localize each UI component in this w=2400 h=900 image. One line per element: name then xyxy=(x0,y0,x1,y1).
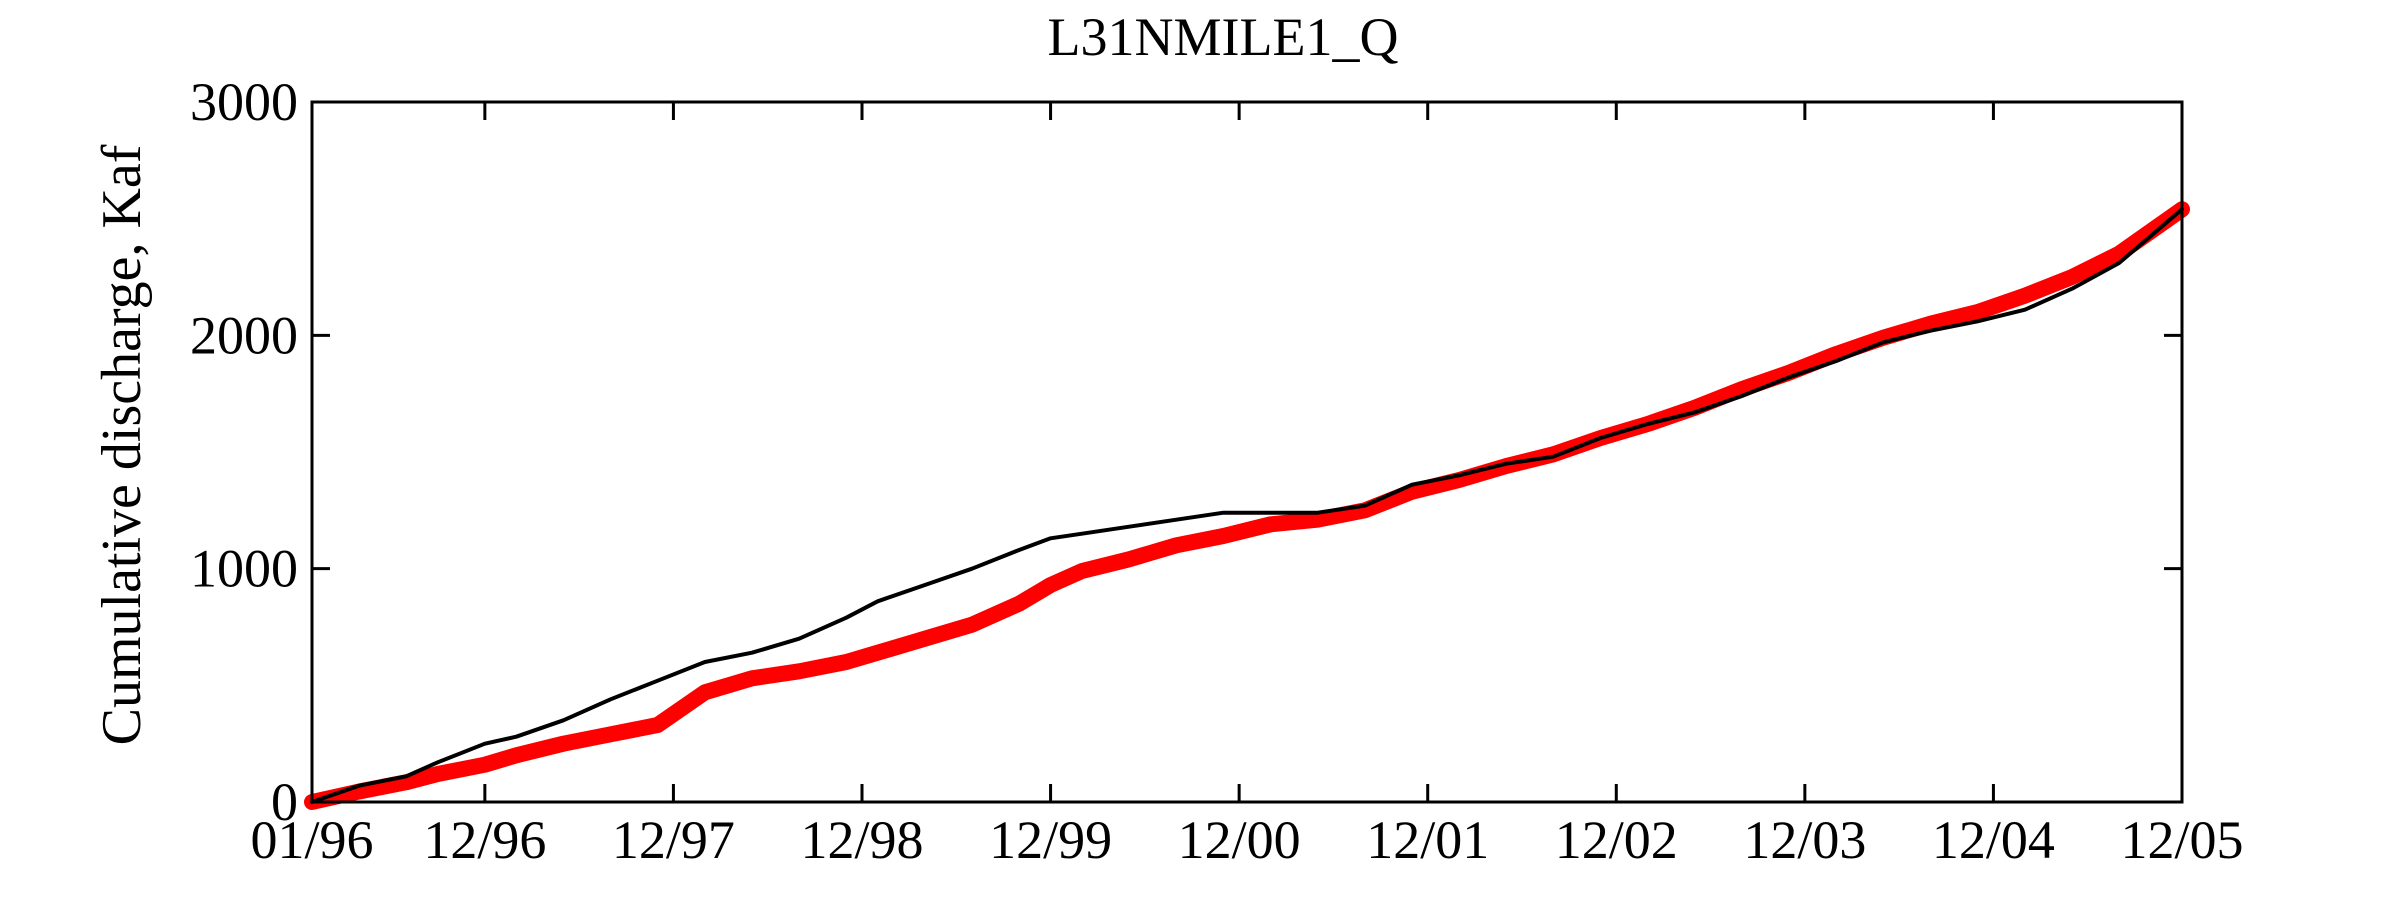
y-tick-label: 1000 xyxy=(190,539,298,599)
x-tick-label: 12/96 xyxy=(423,810,546,870)
x-tick-label: 12/02 xyxy=(1555,810,1678,870)
x-tick-label: 12/98 xyxy=(800,810,923,870)
x-tick-label: 12/05 xyxy=(2120,810,2243,870)
x-axis-ticks: 01/96 12/96 12/97 12/98 12/99 12/00 12/01 12/02… xyxy=(250,102,2244,870)
x-tick-label: 12/03 xyxy=(1743,810,1866,870)
x-tick-label: 12/01 xyxy=(1366,810,1489,870)
series-line-red xyxy=(304,201,2190,810)
y-axis-label: Cumulative discharge, Kaf xyxy=(91,144,153,745)
x-tick-label: 12/97 xyxy=(612,810,735,870)
y-axis-ticks: 0 1000 2000 3000 xyxy=(190,72,2182,832)
chart-title: L31NMILE1_Q xyxy=(1048,7,1399,67)
x-tick-label: 12/04 xyxy=(1932,810,2055,870)
series-line-black xyxy=(310,207,2184,804)
y-tick-label: 3000 xyxy=(190,72,298,132)
plot-series xyxy=(304,201,2190,810)
plot-frame xyxy=(310,100,2184,804)
x-tick-label: 12/00 xyxy=(1178,810,1301,870)
y-tick-label: 0 xyxy=(271,772,298,832)
x-tick-label: 12/99 xyxy=(989,810,1112,870)
x-tick-label: 01/96 xyxy=(250,810,373,870)
y-tick-label: 2000 xyxy=(190,305,298,365)
